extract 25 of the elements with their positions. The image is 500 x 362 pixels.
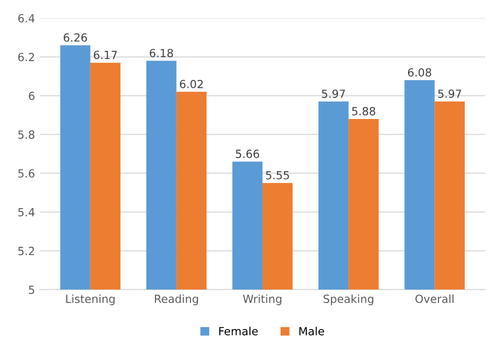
legend-label: Female: [219, 326, 258, 336]
data-label: 5.55: [266, 171, 289, 180]
data-label: 5.88: [352, 106, 376, 116]
x-tick-label: Reading: [154, 294, 198, 306]
data-label: 6.26: [64, 33, 87, 42]
y-tick-label: 6: [28, 92, 34, 100]
y-tick-label: 5: [28, 286, 34, 294]
data-label: 5.97: [322, 90, 345, 98]
data-label: 6.18: [150, 48, 173, 58]
y-tick-label: 5.8: [18, 130, 34, 139]
data-label: 5.97: [438, 90, 462, 98]
y-tick-label: 5.6: [18, 169, 34, 178]
legend-label: Male: [299, 326, 324, 336]
y-tick-label: 6.4: [18, 14, 35, 22]
y-tick-label: 6.2: [18, 52, 34, 62]
data-label: 5.66: [236, 150, 260, 158]
data-label: 6.02: [180, 80, 203, 88]
x-tick-label: Speaking: [324, 294, 374, 306]
y-tick-label: 5.4: [18, 208, 35, 216]
x-tick-label: Listening: [66, 294, 115, 306]
x-tick-label: Writing: [243, 294, 282, 306]
x-tick-label: Overall: [415, 294, 454, 304]
y-tick-label: 5.2: [18, 246, 34, 256]
data-label: 6.17: [94, 50, 117, 60]
data-label: 6.08: [408, 68, 432, 77]
